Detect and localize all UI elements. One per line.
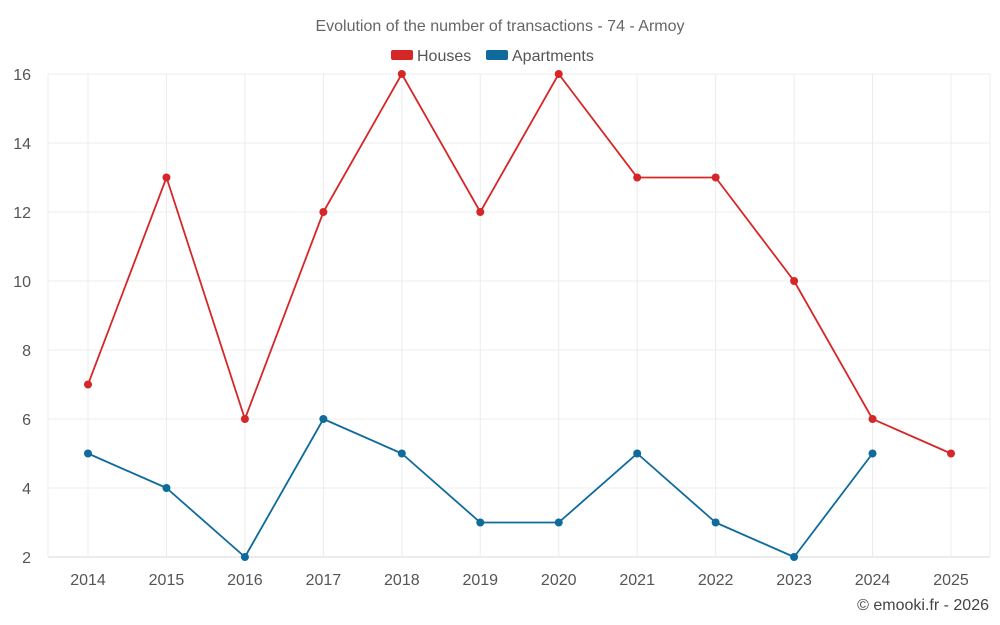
x-tick-label-2020: 2020 (541, 572, 577, 589)
grid (47, 73, 991, 558)
x-tick-label-2016: 2016 (227, 572, 263, 589)
data-point-houses-2024[interactable] (868, 415, 877, 423)
legend-label-houses: Houses (417, 48, 471, 65)
data-point-houses-2020[interactable] (554, 70, 563, 78)
credit-text: © emooki.fr - 2026 (857, 597, 989, 614)
legend: Houses Apartments (391, 48, 594, 65)
x-tick-label-2025: 2025 (933, 572, 969, 589)
data-point-apartments-2021[interactable] (633, 449, 642, 458)
data-point-houses-2023[interactable] (790, 277, 799, 285)
data-point-apartments-2018[interactable] (397, 449, 406, 458)
x-tick-label-2018: 2018 (384, 572, 420, 589)
x-tick-label-2024: 2024 (855, 572, 891, 589)
data-point-apartments-2020[interactable] (554, 518, 563, 527)
data-point-houses-2016[interactable] (240, 415, 249, 423)
legend-item-houses[interactable]: Houses (391, 48, 471, 65)
x-tick-label-2015: 2015 (149, 572, 185, 589)
y-tick-label-8: 8 (22, 343, 31, 360)
y-tick-label-16: 16 (13, 67, 31, 84)
series-line-houses (87, 73, 952, 455)
legend-swatch-houses (391, 50, 413, 60)
data-point-apartments-2015[interactable] (162, 484, 171, 492)
x-tick-label-2019: 2019 (462, 572, 498, 589)
data-point-apartments-2014[interactable] (84, 449, 92, 458)
y-tick-label-2: 2 (22, 550, 31, 567)
series (84, 70, 955, 561)
legend-item-apartments[interactable]: Apartments (486, 48, 594, 65)
data-point-houses-2017[interactable] (319, 208, 328, 216)
y-tick-label-12: 12 (13, 205, 31, 222)
data-point-houses-2025[interactable] (947, 449, 955, 458)
data-point-apartments-2023[interactable] (790, 553, 799, 561)
data-point-houses-2019[interactable] (476, 208, 485, 216)
x-axis-ticks: 2014 2015 2016 2017 2018 2019 2020 2021 2022 2023… (70, 572, 969, 589)
x-tick-label-2017: 2017 (306, 572, 342, 589)
x-tick-label-2014: 2014 (70, 572, 106, 589)
legend-swatch-apartments (486, 50, 508, 60)
data-point-apartments-2017[interactable] (319, 415, 328, 423)
data-point-houses-2015[interactable] (162, 173, 171, 182)
x-tick-label-2022: 2022 (698, 572, 734, 589)
data-point-houses-2018[interactable] (397, 70, 406, 78)
chart-title: Evolution of the number of transactions … (315, 18, 684, 35)
y-tick-label-6: 6 (22, 412, 31, 429)
data-point-apartments-2016[interactable] (240, 553, 249, 561)
x-tick-label-2023: 2023 (776, 572, 812, 589)
data-point-apartments-2019[interactable] (476, 518, 485, 527)
data-point-apartments-2022[interactable] (711, 518, 720, 527)
y-tick-label-4: 4 (22, 481, 31, 498)
data-point-houses-2021[interactable] (633, 173, 642, 182)
y-tick-label-10: 10 (13, 274, 31, 291)
x-tick-label-2021: 2021 (619, 572, 655, 589)
y-tick-label-14: 14 (13, 136, 31, 153)
data-point-apartments-2024[interactable] (868, 449, 877, 458)
data-point-houses-2022[interactable] (711, 173, 720, 182)
y-axis-ticks: 2 4 6 8 10 12 14 16 (13, 67, 31, 567)
legend-label-apartments: Apartments (512, 48, 594, 65)
data-point-houses-2014[interactable] (84, 380, 92, 389)
